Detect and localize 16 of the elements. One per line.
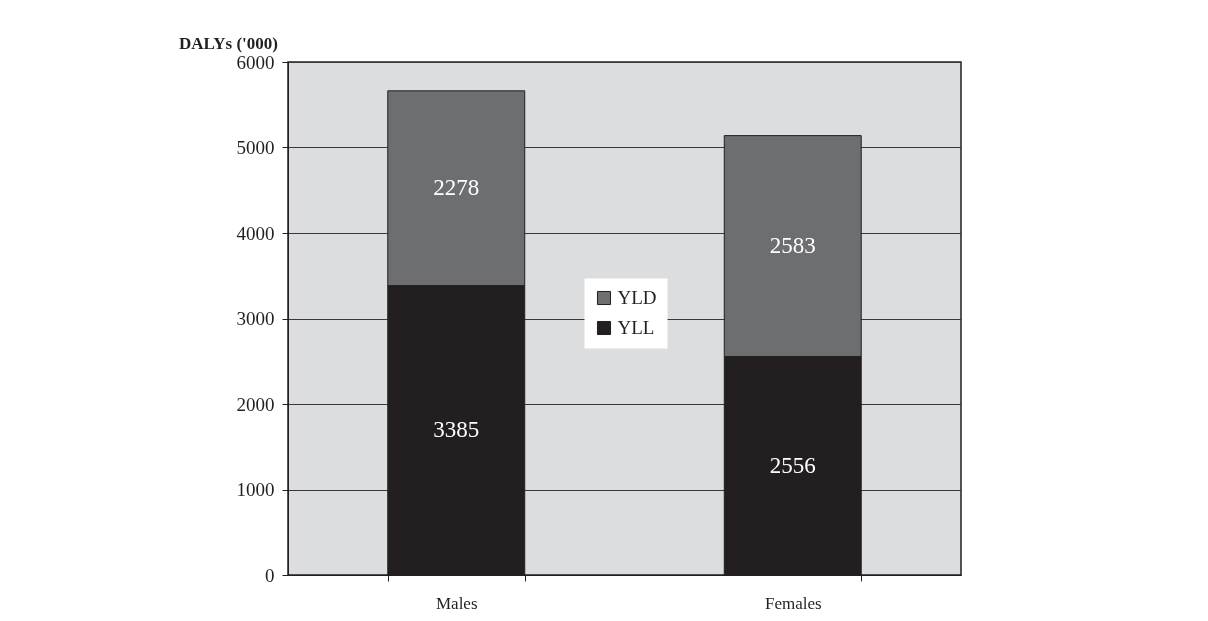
x-tick-label: Males (435, 593, 478, 613)
y-tick-label: 3000 (236, 308, 275, 329)
y-tick-label: 5000 (236, 137, 275, 158)
x-tick-label: Females (764, 593, 822, 613)
legend-label: YLL (617, 317, 655, 338)
data-label: 2583 (769, 233, 816, 259)
y-tick-label: 0 (265, 564, 275, 586)
y-tick-label: 6000 (236, 51, 275, 73)
y-axis-title: DALYs ('000) (178, 33, 279, 53)
y-tick-label: 1000 (236, 479, 275, 500)
y-tick-label: 4000 (236, 222, 275, 244)
y-tick-label: 2000 (236, 393, 275, 415)
legend-label: YLD (617, 287, 657, 308)
data-label: 2278 (433, 175, 480, 201)
data-label: 2556 (769, 452, 816, 478)
data-label: 3385 (433, 417, 480, 443)
